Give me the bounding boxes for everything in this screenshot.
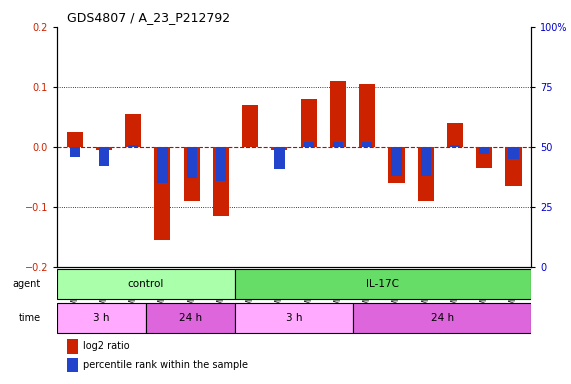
FancyBboxPatch shape: [57, 303, 146, 333]
Bar: [154, 147, 171, 240]
Bar: [362, 142, 372, 147]
Bar: [67, 339, 78, 354]
Bar: [508, 147, 518, 159]
Bar: [128, 145, 138, 147]
Bar: [447, 123, 463, 147]
Bar: [450, 145, 460, 147]
Text: log2 ratio: log2 ratio: [83, 341, 130, 351]
Bar: [274, 147, 284, 169]
Bar: [421, 147, 431, 176]
Text: 24 h: 24 h: [179, 313, 202, 323]
Bar: [476, 147, 492, 168]
Text: 3 h: 3 h: [93, 313, 110, 323]
Text: control: control: [128, 279, 164, 289]
Bar: [388, 147, 404, 183]
FancyBboxPatch shape: [146, 303, 235, 333]
Text: 24 h: 24 h: [431, 313, 454, 323]
Bar: [271, 147, 287, 150]
Text: percentile rank within the sample: percentile rank within the sample: [83, 360, 248, 370]
Bar: [391, 147, 401, 176]
Bar: [301, 99, 317, 147]
Bar: [187, 147, 197, 179]
Bar: [417, 147, 434, 201]
FancyBboxPatch shape: [235, 303, 353, 333]
Bar: [96, 147, 112, 150]
Bar: [157, 147, 167, 183]
FancyBboxPatch shape: [235, 269, 531, 300]
Bar: [333, 142, 343, 147]
Bar: [505, 147, 521, 186]
Text: GDS4807 / A_23_P212792: GDS4807 / A_23_P212792: [67, 11, 230, 24]
Bar: [242, 105, 258, 147]
FancyBboxPatch shape: [353, 303, 531, 333]
Bar: [216, 147, 226, 181]
Bar: [125, 114, 141, 147]
Bar: [479, 147, 489, 154]
Bar: [184, 147, 200, 201]
Text: IL-17C: IL-17C: [367, 279, 400, 289]
Bar: [99, 147, 109, 166]
Bar: [67, 132, 83, 147]
Text: agent: agent: [13, 279, 41, 289]
Bar: [330, 81, 346, 147]
FancyBboxPatch shape: [57, 269, 235, 300]
Bar: [70, 147, 80, 157]
Bar: [304, 142, 314, 147]
Text: time: time: [19, 313, 41, 323]
Bar: [67, 358, 78, 372]
Text: 3 h: 3 h: [286, 313, 302, 323]
Bar: [213, 147, 229, 216]
Bar: [359, 84, 375, 147]
